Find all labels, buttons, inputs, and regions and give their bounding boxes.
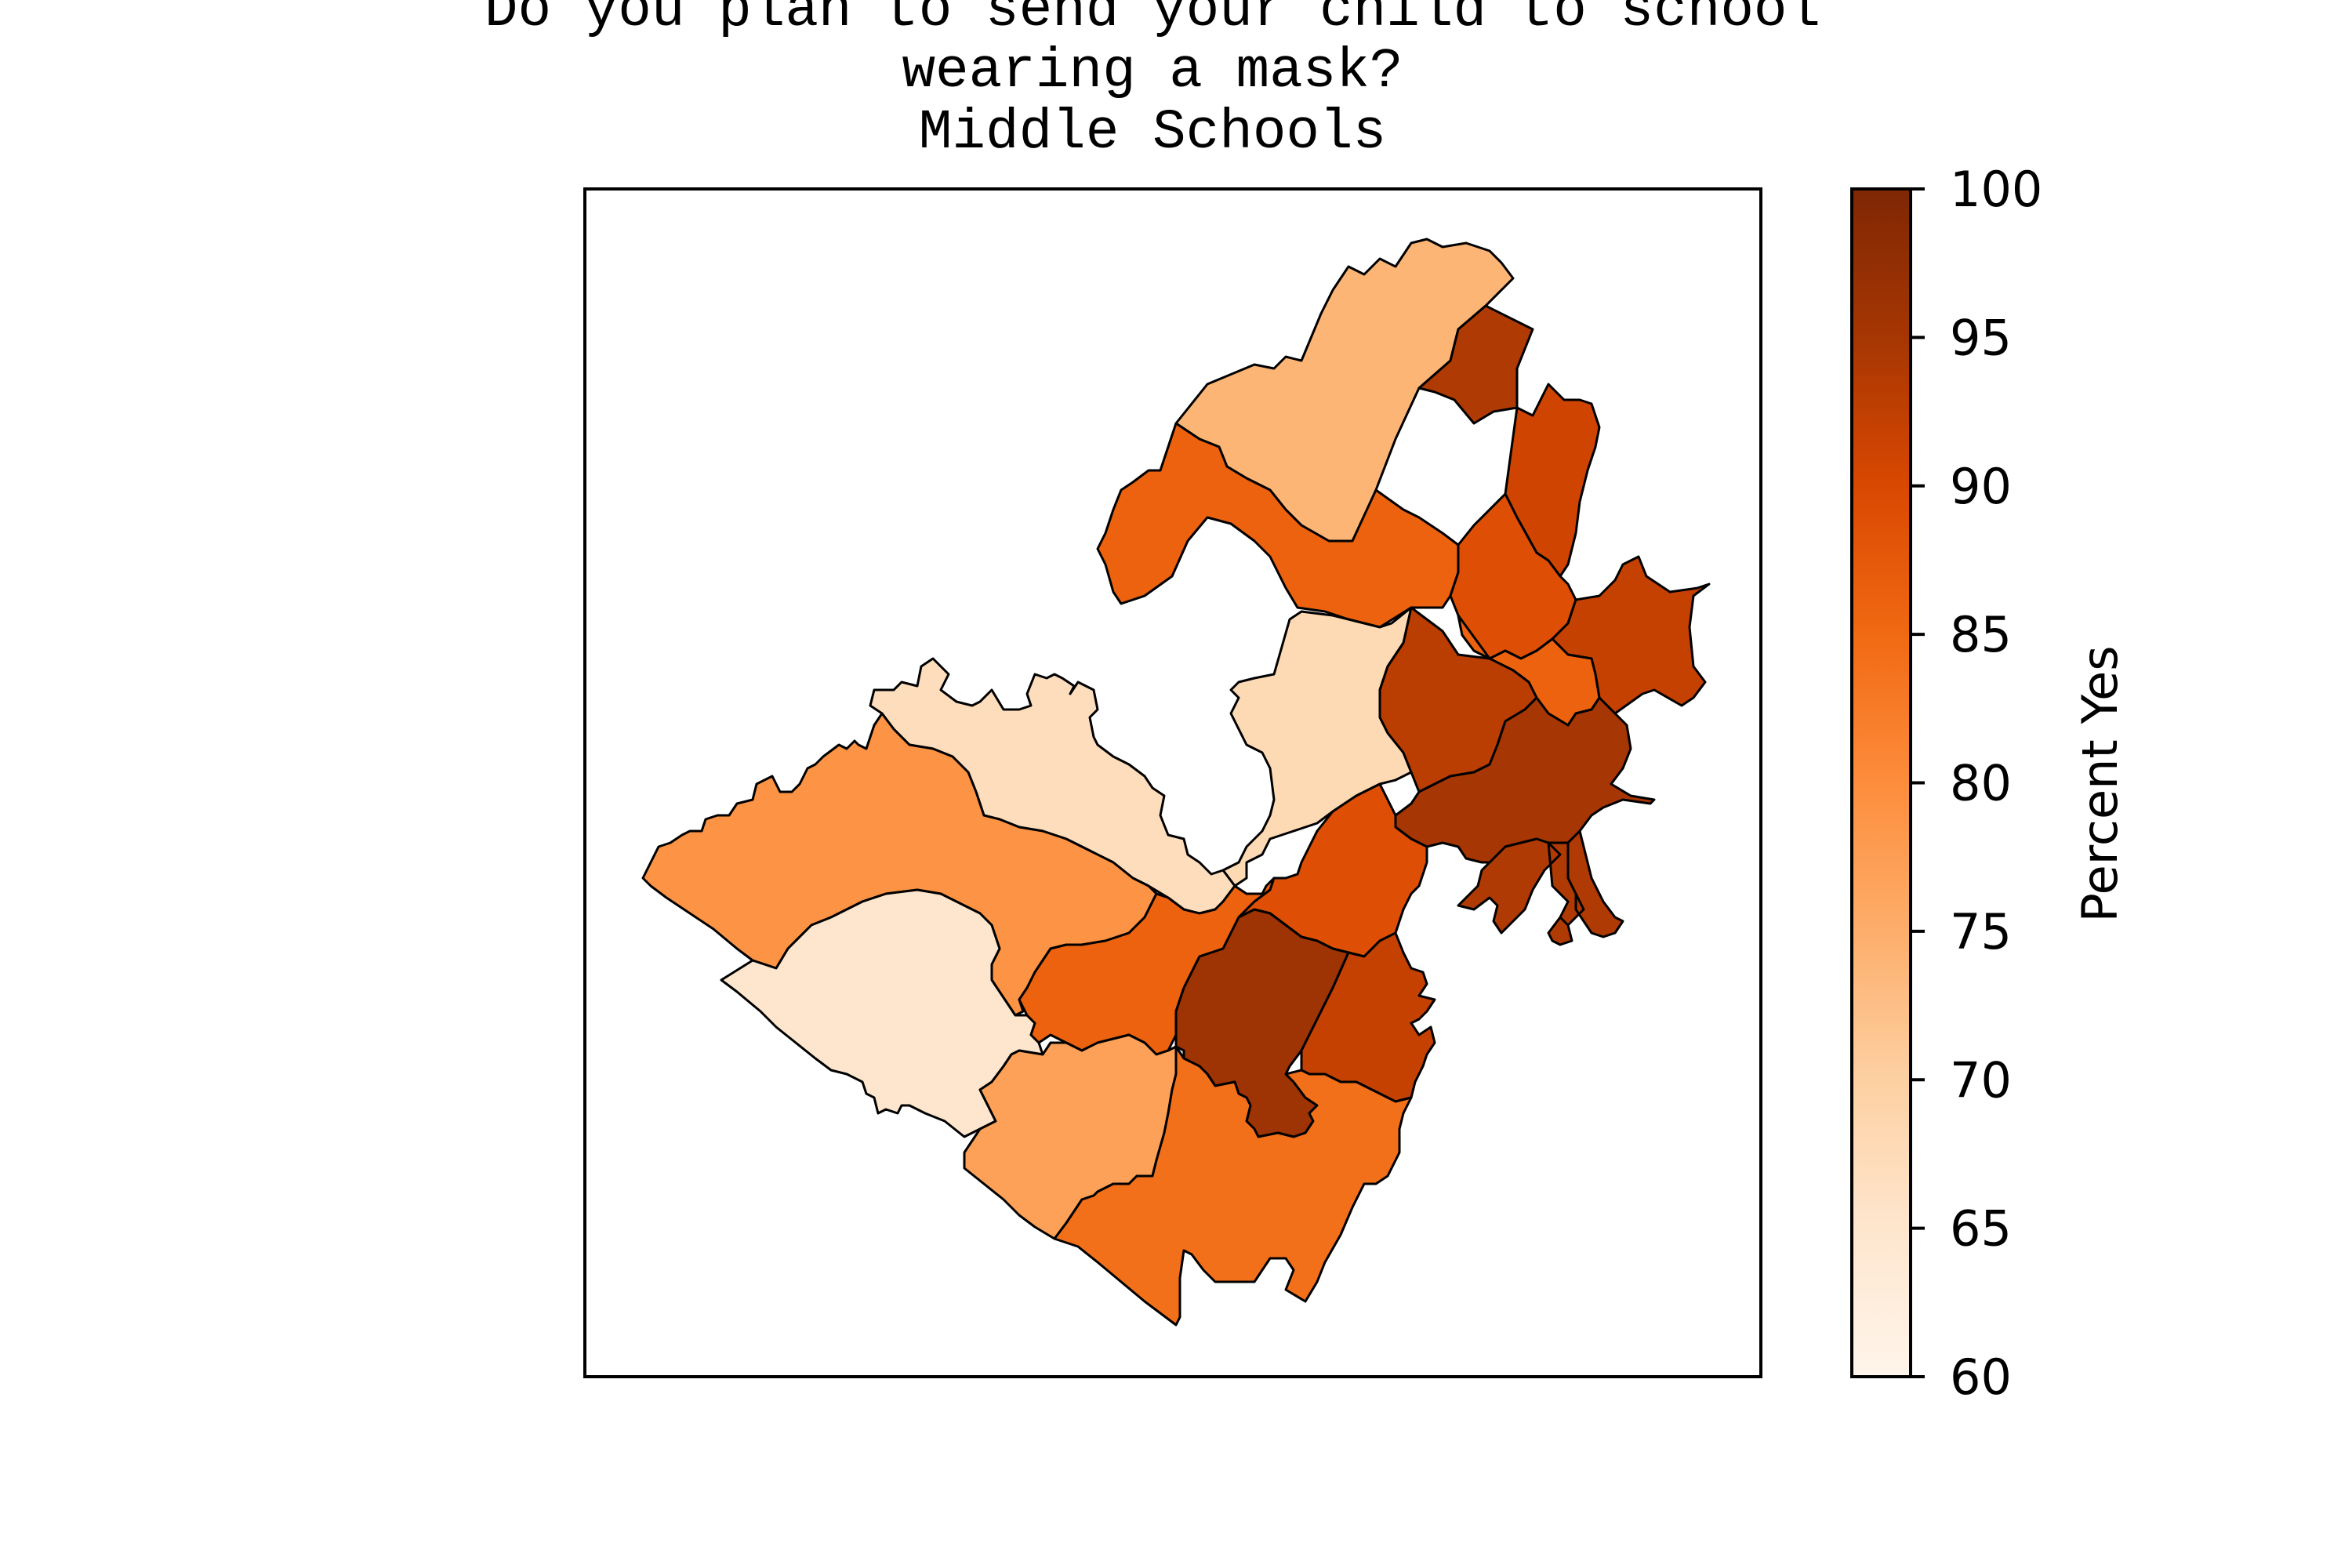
colorbar-tick-label: 85 bbox=[1950, 606, 2012, 663]
colorbar-tick-label: 60 bbox=[1950, 1348, 2012, 1406]
colorbar-tick-label: 65 bbox=[1950, 1200, 2012, 1258]
colorbar-tick-label: 90 bbox=[1950, 458, 2012, 515]
chart-title-line-2: wearing a mask? bbox=[902, 41, 1403, 103]
region-south-large bbox=[1053, 1045, 1413, 1327]
map-regions bbox=[641, 238, 1711, 1327]
colorbar-tick-label: 100 bbox=[1950, 161, 2042, 218]
colorbar-label: Percent Yes bbox=[2071, 645, 2129, 922]
chart-title-line-3: Middle Schools bbox=[919, 102, 1387, 165]
region-northeast-top bbox=[1417, 304, 1534, 425]
chart-title-line-1: Do you plan to send your child to school bbox=[485, 0, 1820, 42]
colorbar-tick-label: 75 bbox=[1950, 903, 2012, 960]
region-east-inlet-islands bbox=[1457, 829, 1624, 946]
colorbar-gradient bbox=[1850, 187, 1912, 1378]
colorbar-tick-label: 70 bbox=[1950, 1051, 2012, 1109]
colorbar-ticks: 60 65 70 75 80 85 90 95 100 bbox=[1911, 161, 2042, 1406]
colorbar-tick-label: 80 bbox=[1950, 755, 2012, 812]
colorbar-tick-label: 95 bbox=[1950, 309, 2012, 366]
region-northwest-arm bbox=[1096, 422, 1460, 629]
colorbar: 60 65 70 75 80 85 90 95 100 bbox=[1850, 161, 2042, 1406]
